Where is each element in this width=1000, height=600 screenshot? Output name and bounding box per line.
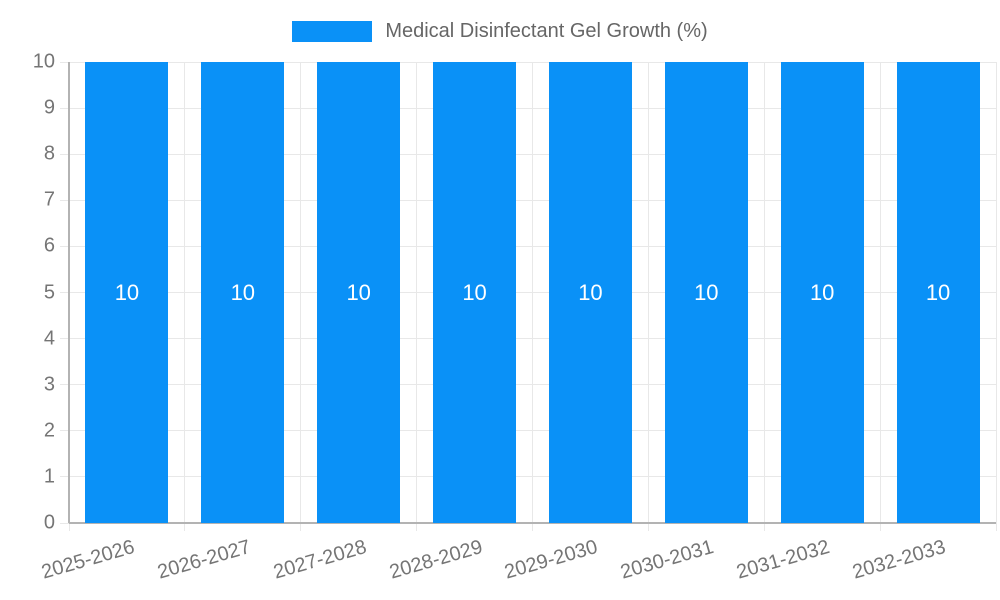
y-axis-label: 10 [32, 50, 55, 73]
chart-legend[interactable]: Medical Disinfectant Gel Growth (%) [0, 21, 1000, 42]
bar-2027-2028[interactable] [317, 62, 401, 523]
y-axis-line [68, 62, 70, 523]
x-axis-tick [879, 523, 881, 531]
x-axis-label: 2026-2027 [154, 536, 253, 584]
bar-2030-2031[interactable] [664, 62, 748, 523]
y-axis-label: 7 [43, 188, 55, 211]
x-axis-line [69, 522, 996, 524]
bar-2031-2032[interactable] [780, 62, 864, 523]
bar-2026-2027[interactable] [201, 62, 285, 523]
x-axis-tick [647, 523, 649, 531]
y-axis-label: 1 [43, 465, 55, 488]
y-axis-tick [60, 384, 69, 386]
v-gridline [879, 62, 881, 523]
y-axis-label: 2 [43, 419, 55, 442]
y-axis-label: 3 [43, 373, 55, 396]
x-axis-tick [416, 523, 418, 531]
bar-2032-2033[interactable] [896, 62, 980, 523]
y-axis-tick [60, 61, 69, 63]
x-axis-label: 2027-2028 [270, 536, 369, 584]
x-axis-label: 2030-2031 [618, 536, 717, 584]
v-gridline [763, 62, 765, 523]
y-axis-tick [60, 476, 69, 478]
legend-swatch [292, 21, 373, 42]
bar-2025-2026[interactable] [85, 62, 169, 523]
y-axis-label: 4 [43, 327, 55, 350]
v-gridline [184, 62, 186, 523]
x-axis-tick [532, 523, 533, 531]
x-axis-label: 2025-2026 [38, 536, 138, 584]
y-axis-label: 6 [43, 234, 55, 257]
x-axis-label: 2029-2030 [502, 536, 601, 584]
v-gridline [995, 62, 997, 523]
x-axis-label: 2031-2032 [734, 536, 833, 584]
y-axis-tick [60, 107, 69, 109]
y-axis-tick [60, 245, 69, 247]
v-gridline [647, 62, 649, 523]
v-gridline [532, 62, 533, 523]
x-axis-tick [300, 523, 302, 531]
v-gridline [300, 62, 302, 523]
y-axis-tick [60, 338, 69, 340]
x-axis-tick [995, 523, 997, 531]
x-axis-tick [763, 523, 765, 531]
v-gridline [416, 62, 418, 523]
bar-2029-2030[interactable] [548, 62, 632, 523]
y-axis-label: 8 [43, 142, 55, 165]
y-axis-tick [60, 522, 69, 524]
y-axis-tick [60, 430, 69, 432]
bar-2028-2029[interactable] [433, 62, 517, 523]
x-axis-tick [68, 523, 70, 531]
y-axis-label: 9 [43, 96, 55, 119]
x-axis-tick [184, 523, 186, 531]
y-axis-tick [60, 292, 69, 293]
y-axis-tick [60, 199, 69, 201]
y-axis-tick [60, 153, 69, 155]
y-axis-label: 0 [43, 511, 55, 534]
legend-label: Medical Disinfectant Gel Growth (%) [385, 20, 708, 42]
x-axis-label: 2032-2033 [850, 536, 949, 584]
y-axis-label: 5 [43, 281, 55, 303]
x-axis-label: 2028-2029 [386, 536, 485, 584]
